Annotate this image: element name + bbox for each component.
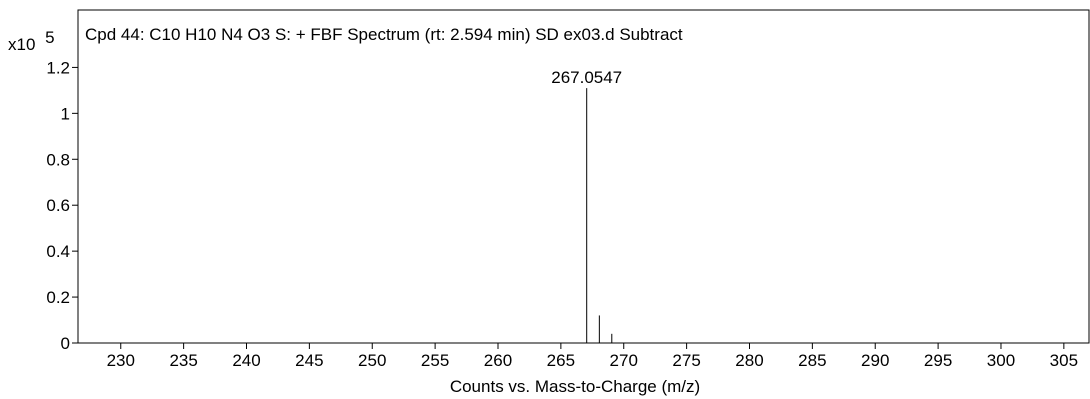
x-axis-label: Counts vs. Mass-to-Charge (m/z): [450, 377, 700, 396]
chart-title: Cpd 44: C10 H10 N4 O3 S: + FBF Spectrum …: [85, 25, 683, 44]
y-tick-label: 0.4: [46, 242, 70, 261]
x-tick-label: 240: [232, 351, 260, 370]
y-multiplier-base: x10: [8, 35, 35, 54]
y-tick-label: 0.2: [46, 288, 70, 307]
x-tick-label: 305: [1050, 351, 1078, 370]
y-tick-label: 0.8: [46, 150, 70, 169]
peak-label: 267.0547: [551, 68, 622, 87]
x-tick-label: 235: [169, 351, 197, 370]
x-tick-label: 295: [924, 351, 952, 370]
plot-frame: [77, 9, 1090, 344]
peaks: 267.0547: [551, 68, 622, 343]
x-axis: 230 235 240 245 250 255 260 265 270 275 280 285 290 2…: [107, 343, 1078, 370]
y-axis: 0 0.2 0.4 0.6 0.8 1 1.2: [46, 58, 78, 353]
x-tick-label: 245: [295, 351, 323, 370]
y-multiplier-exponent: 5: [45, 28, 54, 47]
x-tick-label: 230: [107, 351, 135, 370]
y-tick-label: 1.2: [46, 58, 70, 77]
x-tick-label: 275: [672, 351, 700, 370]
y-tick-label: 0.6: [46, 196, 70, 215]
x-tick-label: 255: [421, 351, 449, 370]
x-tick-label: 285: [798, 351, 826, 370]
x-tick-label: 250: [358, 351, 386, 370]
x-tick-label: 270: [610, 351, 638, 370]
y-tick-label: 0: [61, 334, 70, 353]
x-tick-label: 280: [735, 351, 763, 370]
y-multiplier: x10 5: [8, 28, 55, 54]
x-tick-label: 265: [547, 351, 575, 370]
x-tick-label: 260: [484, 351, 512, 370]
x-tick-label: 290: [861, 351, 889, 370]
y-tick-label: 1: [61, 104, 70, 123]
x-tick-label: 300: [987, 351, 1015, 370]
